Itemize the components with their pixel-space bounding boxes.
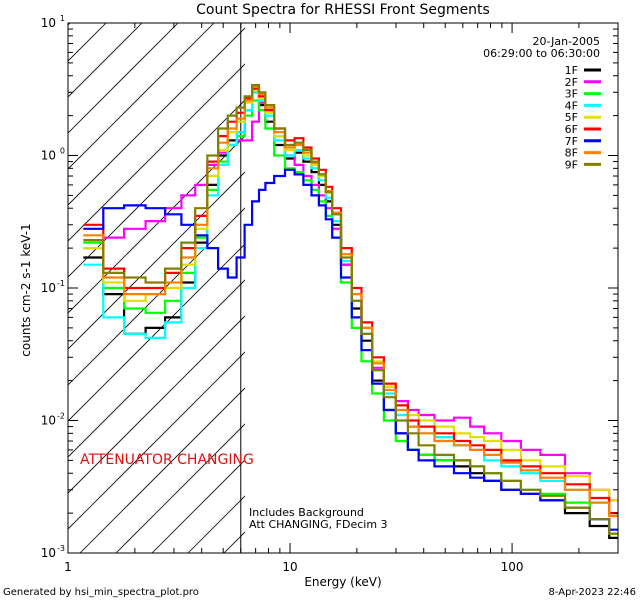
- y-axis-label: counts cm-2 s-1 keV-1: [19, 223, 33, 356]
- hatch-line: [68, 279, 245, 458]
- hatch-line: [68, 23, 215, 170]
- hatch-line: [68, 243, 245, 422]
- background-note: Includes Background: [249, 506, 364, 519]
- y-tick-label: 10: [41, 16, 56, 30]
- series-5F: [83, 89, 618, 502]
- y-tick-exponent: 0: [60, 147, 65, 156]
- y-tick-exponent: -2: [57, 412, 65, 421]
- legend-label-5F: 5F: [565, 111, 578, 124]
- series-6F: [83, 87, 618, 515]
- attenuator-hatch: [0, 0, 640, 553]
- hatch-line: [115, 423, 245, 553]
- hatch-line: [68, 315, 245, 494]
- series-9F: [83, 84, 618, 535]
- legend-label-3F: 3F: [565, 88, 578, 101]
- y-tick-label: 10: [41, 149, 56, 163]
- hatch-line: [0, 0, 68, 553]
- legend-label-2F: 2F: [565, 76, 578, 89]
- y-tick-label: 10: [41, 546, 56, 560]
- x-tick-label: 10: [282, 560, 297, 574]
- legend-label-8F: 8F: [565, 147, 578, 160]
- hatch-line: [68, 351, 245, 530]
- hatch-line: [79, 387, 245, 553]
- hatch-line: [260, 0, 640, 553]
- y-tick-exponent: -1: [57, 279, 65, 288]
- hatch-line: [68, 63, 245, 242]
- hatch-line: [68, 23, 179, 134]
- hatch-line: [68, 99, 245, 278]
- footer-date: 8-Apr-2023 22:46: [549, 587, 636, 598]
- y-tick-exponent: -3: [57, 544, 65, 553]
- hatch-line: [68, 23, 107, 62]
- legend-label-7F: 7F: [565, 135, 578, 148]
- hatch-line: [68, 23, 143, 98]
- legend-label-4F: 4F: [565, 99, 578, 112]
- series-7F: [83, 168, 618, 531]
- y-tick-exponent: 1: [60, 14, 65, 23]
- x-tick-label: 100: [501, 560, 524, 574]
- x-axis-label: Energy (keV): [304, 575, 381, 589]
- hatch-line: [68, 135, 245, 314]
- hatch-line: [68, 171, 245, 350]
- series-1F: [83, 91, 618, 539]
- legend-label-9F: 9F: [565, 158, 578, 171]
- attenuator-changing-label: ATTENUATOR CHANGING: [80, 452, 254, 468]
- legend-date: 20-Jan-2005: [533, 35, 601, 48]
- legend-label-1F: 1F: [565, 64, 578, 77]
- chart-title: Count Spectra for RHESSI Front Segments: [196, 2, 490, 18]
- footer-generated: Generated by hsi_min_spectra_plot.pro: [3, 587, 199, 598]
- hatch-line: [0, 0, 104, 553]
- y-tick-label: 10: [41, 414, 56, 428]
- y-tick-label: 10: [41, 281, 56, 295]
- att-note: Att CHANGING, FDecim 3: [249, 518, 388, 531]
- hatch-line: [68, 207, 245, 386]
- hatch-line: [68, 27, 245, 206]
- x-tick-label: 1: [64, 560, 72, 574]
- legend-time-range: 06:29:00 to 06:30:00: [483, 47, 600, 60]
- legend-label-6F: 6F: [565, 123, 578, 136]
